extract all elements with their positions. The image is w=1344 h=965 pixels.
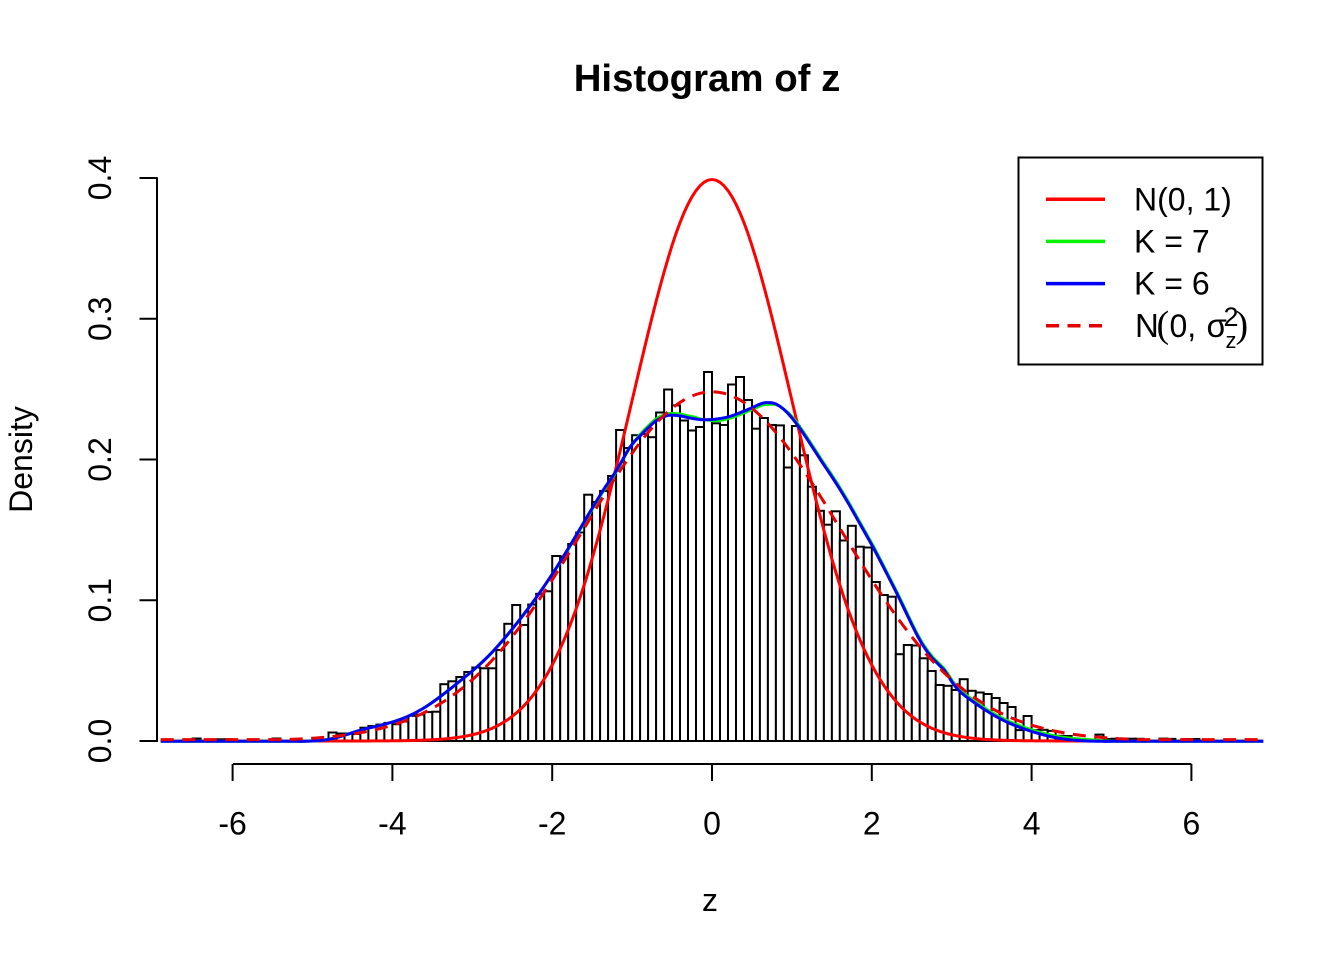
svg-text:0.2: 0.2	[82, 437, 118, 481]
svg-text:-4: -4	[378, 806, 406, 842]
svg-text:(: (	[1157, 304, 1170, 346]
svg-text:σ: σ	[1207, 307, 1227, 344]
svg-text:0.4: 0.4	[82, 156, 118, 200]
svg-text:6: 6	[1183, 806, 1201, 842]
svg-text:0.0: 0.0	[82, 719, 118, 763]
svg-text:2: 2	[863, 806, 881, 842]
svg-text:-2: -2	[538, 806, 566, 842]
svg-text:z: z	[702, 882, 718, 918]
svg-text:0: 0	[703, 806, 721, 842]
svg-text:Histogram of z: Histogram of z	[574, 57, 841, 100]
svg-text:0,: 0,	[1170, 308, 1197, 344]
svg-text:0.3: 0.3	[82, 297, 118, 341]
svg-text:N: N	[1135, 307, 1159, 344]
svg-text:): )	[1236, 304, 1249, 346]
svg-text:z: z	[1226, 328, 1237, 353]
svg-text:N(0, 1): N(0, 1)	[1134, 181, 1232, 217]
svg-text:K = 7: K = 7	[1134, 223, 1210, 259]
svg-text:K = 6: K = 6	[1134, 266, 1210, 302]
svg-text:4: 4	[1023, 806, 1041, 842]
svg-text:-6: -6	[218, 806, 246, 842]
svg-text:2: 2	[1224, 302, 1239, 332]
svg-text:Density: Density	[3, 406, 39, 513]
svg-text:0.1: 0.1	[82, 578, 118, 622]
